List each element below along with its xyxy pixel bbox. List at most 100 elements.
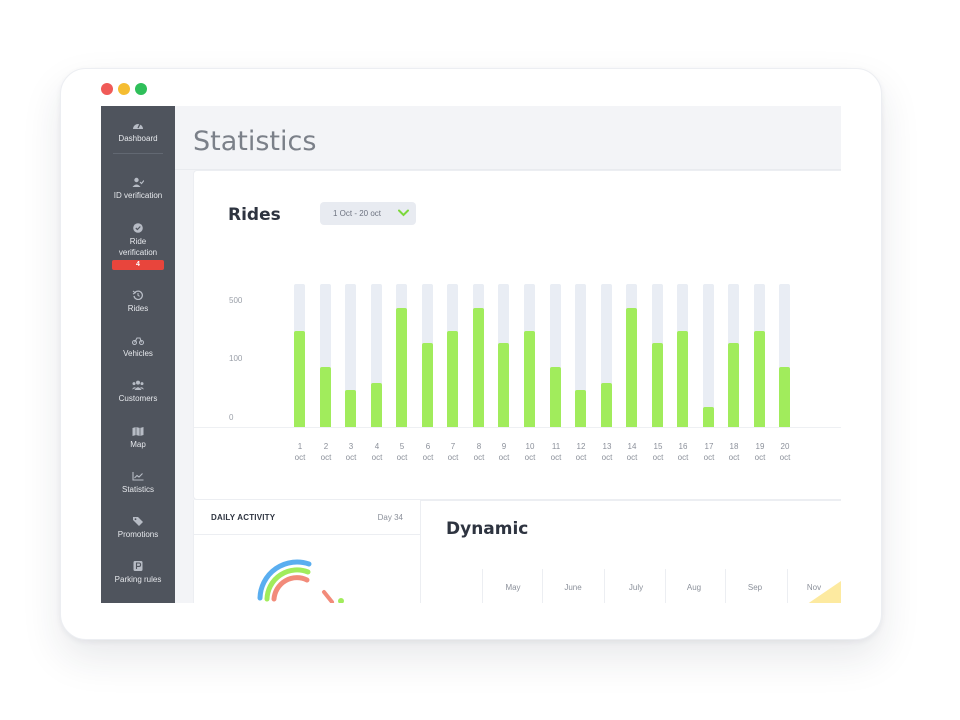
x-tick-day: 3 xyxy=(348,442,354,451)
x-tick-day: 6 xyxy=(425,442,431,451)
x-tick-month: oct xyxy=(728,453,740,462)
x-tick-month: oct xyxy=(294,453,306,462)
minimize-dot[interactable] xyxy=(118,83,130,95)
sidebar: Dashboard ID verification Ride verificat… xyxy=(101,106,175,603)
sidebar-item-map[interactable]: Map xyxy=(101,426,175,450)
app-screen: Dashboard ID verification Ride verificat… xyxy=(101,106,841,603)
month-gridline xyxy=(787,569,788,603)
x-tick-month: oct xyxy=(652,453,664,462)
bar[interactable] xyxy=(524,331,535,427)
bar[interactable] xyxy=(652,343,663,427)
map-icon xyxy=(132,427,144,436)
daily-activity-card: DAILY ACTIVITY Day 34 xyxy=(193,500,422,603)
sidebar-item-promotions[interactable]: Promotions xyxy=(101,516,175,540)
rides-title: Rides xyxy=(228,205,281,225)
bar[interactable] xyxy=(626,308,637,427)
sidebar-item-rides[interactable]: Rides xyxy=(101,290,175,314)
line-chart-icon xyxy=(132,472,144,481)
sidebar-item-parking-rules[interactable]: Parking rules xyxy=(101,561,175,585)
bar[interactable] xyxy=(320,367,331,427)
month-gridline xyxy=(482,569,483,603)
bar[interactable] xyxy=(728,343,739,427)
x-tick-day: 7 xyxy=(450,442,456,451)
bar[interactable] xyxy=(422,343,433,427)
x-tick-month: oct xyxy=(371,453,383,462)
month-gridline xyxy=(725,569,726,603)
sidebar-item-label: Customers xyxy=(118,394,158,403)
x-tick-month: oct xyxy=(601,453,613,462)
ride-verification-badge: 4 xyxy=(112,260,164,270)
sidebar-item-customers[interactable]: Customers xyxy=(101,380,175,404)
x-tick-day: 4 xyxy=(374,442,380,451)
sidebar-item-label: Parking rules xyxy=(114,575,162,584)
bar[interactable] xyxy=(345,390,356,427)
sidebar-item-id-verification[interactable]: ID verification xyxy=(101,177,175,201)
bar-track xyxy=(320,284,331,427)
bar-track xyxy=(703,284,714,427)
x-tick-month: oct xyxy=(473,453,485,462)
bar[interactable] xyxy=(371,383,382,427)
history-icon xyxy=(132,290,143,300)
gauge-icon xyxy=(133,123,143,129)
x-tick-day: 18 xyxy=(729,442,739,451)
x-tick-month: oct xyxy=(524,453,536,462)
month-label: July xyxy=(628,583,644,592)
bar-track xyxy=(550,284,561,427)
activity-rings xyxy=(257,559,344,603)
bar[interactable] xyxy=(550,367,561,427)
x-tick-month: oct xyxy=(754,453,766,462)
x-tick-day: 17 xyxy=(704,442,714,451)
bar[interactable] xyxy=(473,308,484,427)
month-gridline xyxy=(604,569,605,603)
sidebar-divider xyxy=(113,153,163,154)
y-tick-label: 100 xyxy=(229,354,243,363)
activity-ring-middle xyxy=(264,567,311,602)
close-dot[interactable] xyxy=(101,83,113,95)
x-tick-day: 5 xyxy=(399,442,405,451)
x-tick-day: 19 xyxy=(755,442,765,451)
maximize-dot[interactable] xyxy=(135,83,147,95)
tag-icon xyxy=(133,517,143,526)
x-tick-month: oct xyxy=(677,453,689,462)
x-tick-month: oct xyxy=(550,453,562,462)
sidebar-item-ride-verification[interactable]: Ride verification 4 xyxy=(101,223,175,270)
dynamic-title: Dynamic xyxy=(446,519,529,539)
bar-track xyxy=(601,284,612,427)
sidebar-item-label: ID verification xyxy=(113,191,163,200)
x-tick-day: 11 xyxy=(551,442,561,451)
sidebar-item-vehicles[interactable]: Vehicles xyxy=(101,335,175,359)
daily-activity-day: Day 34 xyxy=(377,513,403,522)
x-tick-day: 14 xyxy=(627,442,637,451)
dynamic-card: Dynamic May June July Aug Sep Nov xyxy=(421,500,841,603)
sidebar-item-label: Ride verification xyxy=(118,237,158,257)
month-label: Nov xyxy=(806,583,822,592)
bar[interactable] xyxy=(447,331,458,427)
activity-ring-dot xyxy=(338,598,344,603)
bar[interactable] xyxy=(575,390,586,427)
bar-track xyxy=(345,284,356,427)
sidebar-item-label: Dashboard xyxy=(118,134,158,143)
window-controls xyxy=(101,83,147,95)
bar[interactable] xyxy=(498,343,509,427)
scooter-icon xyxy=(132,337,144,345)
x-tick-day: 8 xyxy=(476,442,482,451)
bar[interactable] xyxy=(703,407,714,427)
bar[interactable] xyxy=(754,331,765,427)
x-tick-month: oct xyxy=(575,453,587,462)
x-tick-day: 2 xyxy=(323,442,329,451)
bar[interactable] xyxy=(677,331,688,427)
rides-card: Rides 1 Oct - 20 oct 500 100 0 1 oct 2 oct 3… xyxy=(193,170,841,500)
sidebar-item-dashboard[interactable]: Dashboard xyxy=(101,120,175,144)
bar[interactable] xyxy=(779,367,790,427)
x-tick-month: oct xyxy=(320,453,332,462)
bar[interactable] xyxy=(601,383,612,427)
sidebar-item-statistics[interactable]: Statistics xyxy=(101,471,175,495)
x-tick-month: oct xyxy=(498,453,510,462)
bar[interactable] xyxy=(294,331,305,427)
sidebar-item-label: Statistics xyxy=(121,485,154,494)
month-label: Aug xyxy=(686,583,702,592)
bar[interactable] xyxy=(396,308,407,427)
daily-activity-title: DAILY ACTIVITY xyxy=(211,513,276,522)
month-gridline xyxy=(665,569,666,603)
date-range-dropdown[interactable]: 1 Oct - 20 oct xyxy=(320,202,416,225)
